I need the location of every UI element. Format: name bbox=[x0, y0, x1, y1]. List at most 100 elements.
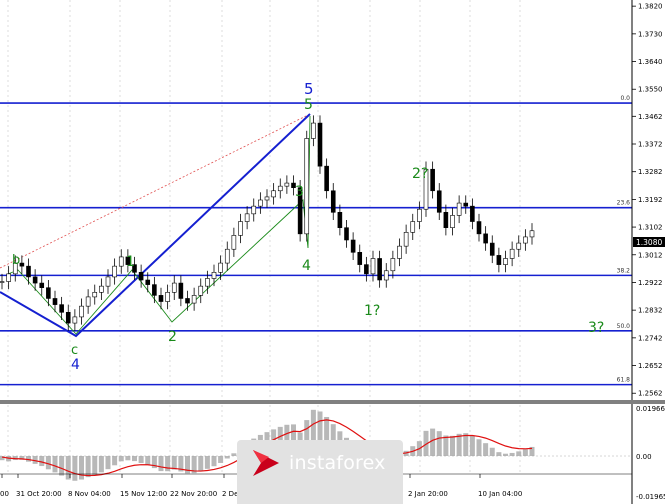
candle-body-22 bbox=[145, 279, 151, 285]
candle-body-68 bbox=[450, 215, 455, 228]
macd-tick-top: 0.01966 bbox=[636, 405, 665, 413]
price-tick-label-7: 1.3192 bbox=[638, 196, 663, 204]
candle-body-67 bbox=[443, 212, 449, 228]
macd-bar-46 bbox=[304, 420, 310, 456]
macd-bar-68 bbox=[450, 435, 455, 456]
candle-body-7 bbox=[46, 287, 51, 299]
candle-body-60 bbox=[397, 245, 402, 259]
panel-separator bbox=[0, 400, 632, 404]
candle-body-32 bbox=[211, 272, 217, 279]
macd-bar-20 bbox=[132, 456, 137, 462]
macd-bar-22 bbox=[145, 456, 151, 465]
candle-body-37 bbox=[244, 213, 250, 222]
candle-body-39 bbox=[258, 199, 263, 207]
macd-bar-72 bbox=[476, 439, 482, 456]
macd-bar-47 bbox=[310, 409, 316, 456]
macd-bar-3 bbox=[19, 456, 25, 460]
candle-body-10 bbox=[65, 312, 71, 324]
price-tick-label-10: 1.2922 bbox=[638, 279, 663, 287]
fib-label-2: 38.2 bbox=[617, 267, 631, 274]
macd-bar-6 bbox=[39, 456, 45, 467]
candle-body-20 bbox=[132, 264, 137, 273]
candle-body-26 bbox=[171, 282, 177, 293]
price-tick-label-14: 1.2562 bbox=[638, 390, 663, 398]
time-axis: 00 31 Oct 20:00 8 Nov 04:00 15 Nov 12:00 22 … bbox=[0, 474, 522, 498]
wave-label-major-4: 4 bbox=[71, 357, 80, 373]
price-tick-label-13: 1.2652 bbox=[638, 362, 663, 370]
candle-body-63 bbox=[417, 208, 422, 222]
time-tick-label-6: 2 Jan 20:00 bbox=[408, 490, 448, 498]
candle-body-19 bbox=[125, 256, 131, 265]
macd-bar-79 bbox=[522, 449, 528, 456]
macd-bar-19 bbox=[125, 456, 131, 461]
macd-bar-31 bbox=[204, 456, 210, 469]
macd-bar-9 bbox=[59, 456, 65, 476]
candle-body-33 bbox=[218, 262, 223, 273]
minor-wave-lines bbox=[7, 115, 311, 335]
price-axis: 1.3820 1.3730 1.3640 1.3550 1.3462 1.3372 1.32… bbox=[632, 3, 663, 398]
price-candles bbox=[0, 115, 535, 331]
macd-bar-69 bbox=[456, 433, 462, 456]
macd-bar-15 bbox=[98, 456, 104, 473]
macd-bar-5 bbox=[32, 456, 38, 464]
candle-body-48 bbox=[317, 122, 323, 167]
candle-body-27 bbox=[178, 282, 184, 299]
candle-body-53 bbox=[350, 239, 356, 253]
candle-body-25 bbox=[165, 292, 170, 302]
macd-bar-34 bbox=[224, 456, 230, 459]
candle-body-75 bbox=[496, 255, 502, 265]
fib-label-4: 61.8 bbox=[617, 377, 631, 384]
candle-body-76 bbox=[503, 258, 508, 265]
macd-bar-29 bbox=[191, 456, 197, 474]
current-price-marker: 1.3080 bbox=[633, 237, 665, 247]
macd-bar-0 bbox=[0, 456, 5, 461]
candle-body-2 bbox=[12, 262, 18, 275]
macd-bar-14 bbox=[92, 456, 98, 475]
macd-bar-76 bbox=[503, 453, 508, 456]
price-tick-label-11: 1.2832 bbox=[638, 307, 663, 315]
candle-body-58 bbox=[383, 270, 389, 281]
candle-body-77 bbox=[509, 248, 515, 259]
macd-bar-64 bbox=[423, 430, 429, 456]
macd-bar-77 bbox=[509, 452, 515, 456]
macd-bar-12 bbox=[79, 456, 84, 480]
macd-bar-71 bbox=[469, 435, 475, 456]
candle-body-36 bbox=[238, 221, 243, 236]
candle-body-28 bbox=[185, 298, 190, 304]
wave-label-3: 3 bbox=[295, 184, 304, 200]
candle-body-43 bbox=[284, 182, 290, 187]
candle-body-29 bbox=[191, 295, 197, 304]
macd-bar-17 bbox=[112, 456, 118, 466]
macd-bar-7 bbox=[45, 456, 51, 470]
wave-label-3q: 3? bbox=[588, 320, 604, 336]
wave-label-2q: 2? bbox=[412, 166, 428, 182]
wave-label-2: 2 bbox=[168, 329, 177, 345]
candle-body-41 bbox=[271, 190, 276, 198]
candle-body-9 bbox=[59, 304, 64, 313]
macd-bar-28 bbox=[185, 456, 190, 474]
candle-body-5 bbox=[32, 276, 38, 284]
macd-bar-66 bbox=[436, 431, 442, 456]
candle-body-57 bbox=[377, 258, 382, 281]
macd-bar-73 bbox=[483, 443, 489, 456]
macd-bar-67 bbox=[443, 435, 449, 456]
candle-body-21 bbox=[138, 272, 144, 281]
candle-body-17 bbox=[112, 265, 117, 278]
candle-body-13 bbox=[85, 296, 91, 307]
candle-body-79 bbox=[523, 236, 528, 244]
candle-body-40 bbox=[264, 196, 270, 201]
macd-bar-13 bbox=[85, 456, 91, 478]
macd-bar-80 bbox=[529, 446, 535, 456]
candle-body-11 bbox=[72, 316, 78, 324]
candle-body-49 bbox=[324, 165, 329, 192]
candle-body-55 bbox=[364, 264, 369, 275]
time-tick-label-1: 31 Oct 20:00 bbox=[16, 490, 62, 498]
candle-body-65 bbox=[430, 168, 435, 192]
wave-label-1: 1 bbox=[126, 254, 135, 270]
fib-label-0: 0.0 bbox=[620, 95, 630, 102]
macd-tick-bottom: -0.01965 bbox=[636, 493, 665, 501]
candle-body-24 bbox=[158, 295, 164, 302]
price-tick-label-12: 1.2742 bbox=[638, 334, 663, 342]
red-dotted-trendline bbox=[0, 113, 311, 269]
candle-body-62 bbox=[410, 221, 416, 233]
